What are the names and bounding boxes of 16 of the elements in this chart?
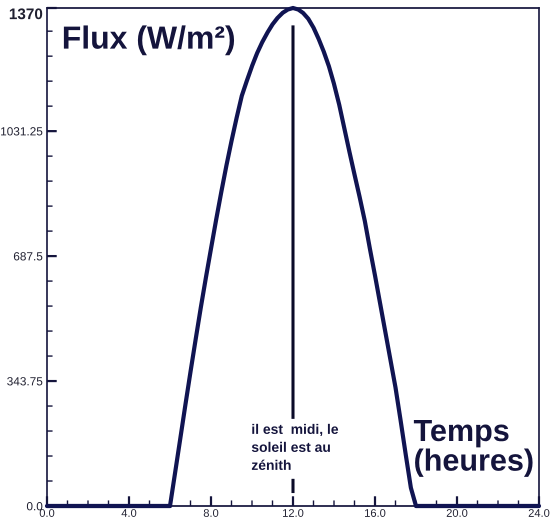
x-tick-label: 24.0 (528, 509, 550, 517)
x-tick-label: 4.0 (122, 509, 136, 517)
y-tick-label: 343.75 (7, 377, 42, 386)
x-tick-label: 16.0 (365, 509, 386, 517)
y-tick-label: 1031.25 (1, 127, 42, 136)
y-tick-label: 0.0 (26, 502, 42, 510)
x-tick-label: 12.0 (283, 509, 304, 517)
line-series (44, 6, 542, 508)
x-tick-label: 0.0 (40, 509, 54, 517)
y-axis-title: Flux (W/m²) (64, 25, 234, 56)
y-tick-label: 687.5 (14, 252, 42, 260)
x-tick-label: 8.0 (204, 509, 218, 517)
ref-line-label: il est midi, le soleil est au zénith (252, 424, 338, 470)
y-tick-label: 1370 (10, 8, 42, 20)
x-axis-title: Temps (heures) (414, 420, 533, 477)
x-tick-label: 20.0 (446, 509, 468, 517)
